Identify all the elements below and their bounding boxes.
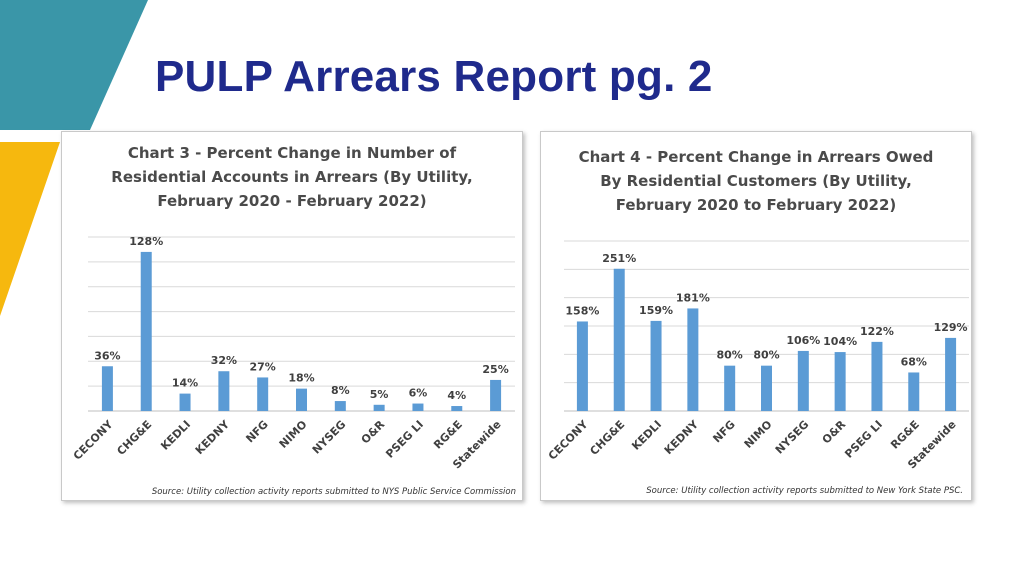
- bar-nyseg: [334, 401, 346, 411]
- data-label-statewide: 25%: [482, 363, 508, 376]
- bar-o-r: [373, 404, 385, 411]
- bar-statewide: [490, 379, 502, 411]
- data-label-nyseg: 8%: [331, 384, 350, 397]
- chart-4-plot: 158% CECONY 251% CHG&E 159% KEDLI 181% KEDNY 80%…: [546, 240, 969, 471]
- tick-label-pseg-li: PSEG LI: [842, 418, 885, 461]
- bar-cecony: [576, 321, 588, 411]
- data-label-pseg-li: 122%: [860, 325, 894, 338]
- data-label-nfg: 27%: [250, 360, 276, 373]
- chart-4-title-line-1: Chart 4 - Percent Change in Arrears Owed: [578, 148, 934, 166]
- tick-label-rg-e: RG&E: [431, 418, 465, 452]
- bar-o-r: [834, 352, 846, 411]
- chart-4-panel: Chart 4 - Percent Change in Arrears Owed…: [540, 131, 972, 501]
- data-label-nfg: 80%: [717, 349, 743, 362]
- chart-4-title-line-3: February 2020 to February 2022): [615, 196, 897, 214]
- bar-cecony: [101, 366, 113, 411]
- bar-nimo: [296, 388, 307, 411]
- data-label-o-r: 5%: [370, 388, 389, 401]
- bar-kedli: [650, 320, 662, 411]
- bar-nyseg: [797, 350, 809, 411]
- bar-kedli: [179, 393, 191, 411]
- tick-label-kedny: KEDNY: [662, 417, 702, 457]
- data-label-statewide: 129%: [934, 321, 968, 334]
- tick-label-nfg: NFG: [243, 418, 270, 445]
- bar-nimo: [761, 365, 772, 411]
- data-label-chg-e: 128%: [129, 235, 163, 248]
- tick-label-nfg: NFG: [710, 418, 737, 445]
- data-label-pseg-li: 6%: [409, 387, 428, 400]
- bar-pseg-li: [871, 341, 883, 411]
- bar-nfg: [724, 365, 736, 411]
- chart-3-panel: Chart 3 - Percent Change in Number of Re…: [61, 131, 523, 501]
- bar-rg-e: [451, 406, 463, 411]
- data-label-nyseg: 106%: [786, 334, 820, 347]
- chart-3-source-note: Source: Utility collection activity repo…: [151, 487, 516, 497]
- tick-label-o-r: O&R: [359, 418, 388, 447]
- tick-label-nimo: NIMO: [277, 418, 310, 451]
- data-label-nimo: 18%: [288, 372, 314, 385]
- data-label-kedli: 159%: [639, 304, 673, 317]
- chart-3-title-line-3: February 2020 - February 2022): [157, 192, 427, 210]
- tick-label-kedli: KEDLI: [158, 418, 193, 453]
- data-label-rg-e: 68%: [901, 355, 927, 368]
- chart-3-title-line-1: Chart 3 - Percent Change in Number of: [127, 144, 457, 162]
- bar-kedny: [218, 371, 230, 411]
- tick-label-o-r: O&R: [820, 418, 849, 447]
- chart-3-title-line-2: Residential Accounts in Arrears (By Util…: [111, 168, 473, 186]
- tick-label-rg-e: RG&E: [888, 418, 922, 452]
- tick-label-nimo: NIMO: [742, 418, 775, 451]
- chart-3-title: Chart 3 - Percent Change in Number of Re…: [62, 141, 522, 213]
- data-label-cecony: 158%: [565, 304, 599, 317]
- chart-4-source-note: Source: Utility collection activity repo…: [646, 486, 963, 496]
- bar-chg-e: [613, 268, 625, 411]
- tick-label-pseg-li: PSEG LI: [383, 418, 426, 461]
- data-label-kedny: 181%: [676, 291, 710, 304]
- data-label-nimo: 80%: [753, 349, 779, 362]
- chart-4-title: Chart 4 - Percent Change in Arrears Owed…: [541, 145, 971, 217]
- bar-kedny: [687, 308, 699, 411]
- tick-label-cecony: CECONY: [546, 417, 591, 462]
- data-label-o-r: 104%: [823, 335, 857, 348]
- tick-label-kedny: KEDNY: [193, 417, 233, 457]
- tick-label-kedli: KEDLI: [629, 418, 664, 453]
- data-label-cecony: 36%: [94, 349, 120, 362]
- data-label-rg-e: 4%: [447, 389, 466, 402]
- chart-3-plot: 36% CECONY 128% CHG&E 14% KEDLI 32% KEDNY 27% NFG…: [71, 235, 515, 471]
- tick-label-nyseg: NYSEG: [773, 418, 812, 457]
- bar-statewide: [945, 337, 957, 411]
- data-label-kedny: 32%: [211, 354, 237, 367]
- bar-pseg-li: [412, 403, 424, 411]
- tick-label-chg-e: CHG&E: [114, 418, 154, 458]
- chart-4-title-line-2: By Residential Customers (By Utility,: [600, 172, 912, 190]
- tick-label-nyseg: NYSEG: [310, 418, 349, 457]
- bar-chg-e: [140, 251, 152, 411]
- slide-title: PULP Arrears Report pg. 2: [155, 52, 713, 101]
- tick-label-cecony: CECONY: [71, 417, 116, 462]
- data-label-chg-e: 251%: [602, 252, 636, 265]
- data-label-kedli: 14%: [172, 377, 198, 390]
- yellow-accent-shape: [0, 142, 60, 316]
- tick-label-chg-e: CHG&E: [587, 418, 627, 458]
- bar-nfg: [257, 377, 269, 411]
- bar-rg-e: [908, 372, 920, 411]
- teal-banner-shape: [0, 0, 148, 130]
